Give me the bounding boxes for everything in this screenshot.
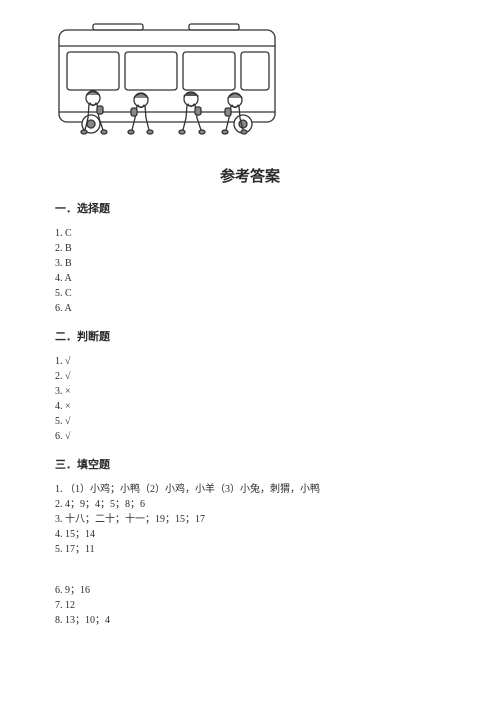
answer-line: 8. 13；10；4 [55, 613, 445, 628]
judge-answers: 1. √ 2. √ 3. × 4. × 5. √ 6. √ [55, 354, 445, 444]
answer-line: 2. √ [55, 369, 445, 384]
page-title: 参考答案 [55, 165, 445, 186]
answer-line: 3. 十八；二十；十一；19；15；17 [55, 512, 445, 527]
section-choice-head: 一．选择题 [55, 200, 445, 216]
answer-line: 1. （1）小鸡；小鸭（2）小鸡，小羊（3）小兔，刺猬，小鸭 [55, 482, 445, 497]
fill-answers-2: 6. 9；16 7. 12 8. 13；10；4 [55, 583, 445, 628]
spacer [55, 557, 445, 583]
answer-line: 4. A [55, 271, 445, 286]
answer-line: 6. √ [55, 429, 445, 444]
answer-line: 1. C [55, 226, 445, 241]
answer-line: 2. B [55, 241, 445, 256]
section-judge-head: 二．判断题 [55, 328, 445, 344]
bus-children-illustration [53, 20, 283, 155]
answer-line: 5. C [55, 286, 445, 301]
answer-line: 6. 9；16 [55, 583, 445, 598]
answer-line: 4. 15；14 [55, 527, 445, 542]
answer-line: 3. B [55, 256, 445, 271]
answer-line: 6. A [55, 301, 445, 316]
answer-line: 1. √ [55, 354, 445, 369]
answer-line: 5. 17；11 [55, 542, 445, 557]
answer-line: 7. 12 [55, 598, 445, 613]
answer-line: 4. × [55, 399, 445, 414]
answer-line: 5. √ [55, 414, 445, 429]
fill-answers-1: 1. （1）小鸡；小鸭（2）小鸡，小羊（3）小兔，刺猬，小鸭 2. 4；9；4；… [55, 482, 445, 557]
choice-answers: 1. C 2. B 3. B 4. A 5. C 6. A [55, 226, 445, 316]
answer-line: 3. × [55, 384, 445, 399]
answer-line: 2. 4；9；4；5；8；6 [55, 497, 445, 512]
section-fill-head: 三．填空题 [55, 456, 445, 472]
